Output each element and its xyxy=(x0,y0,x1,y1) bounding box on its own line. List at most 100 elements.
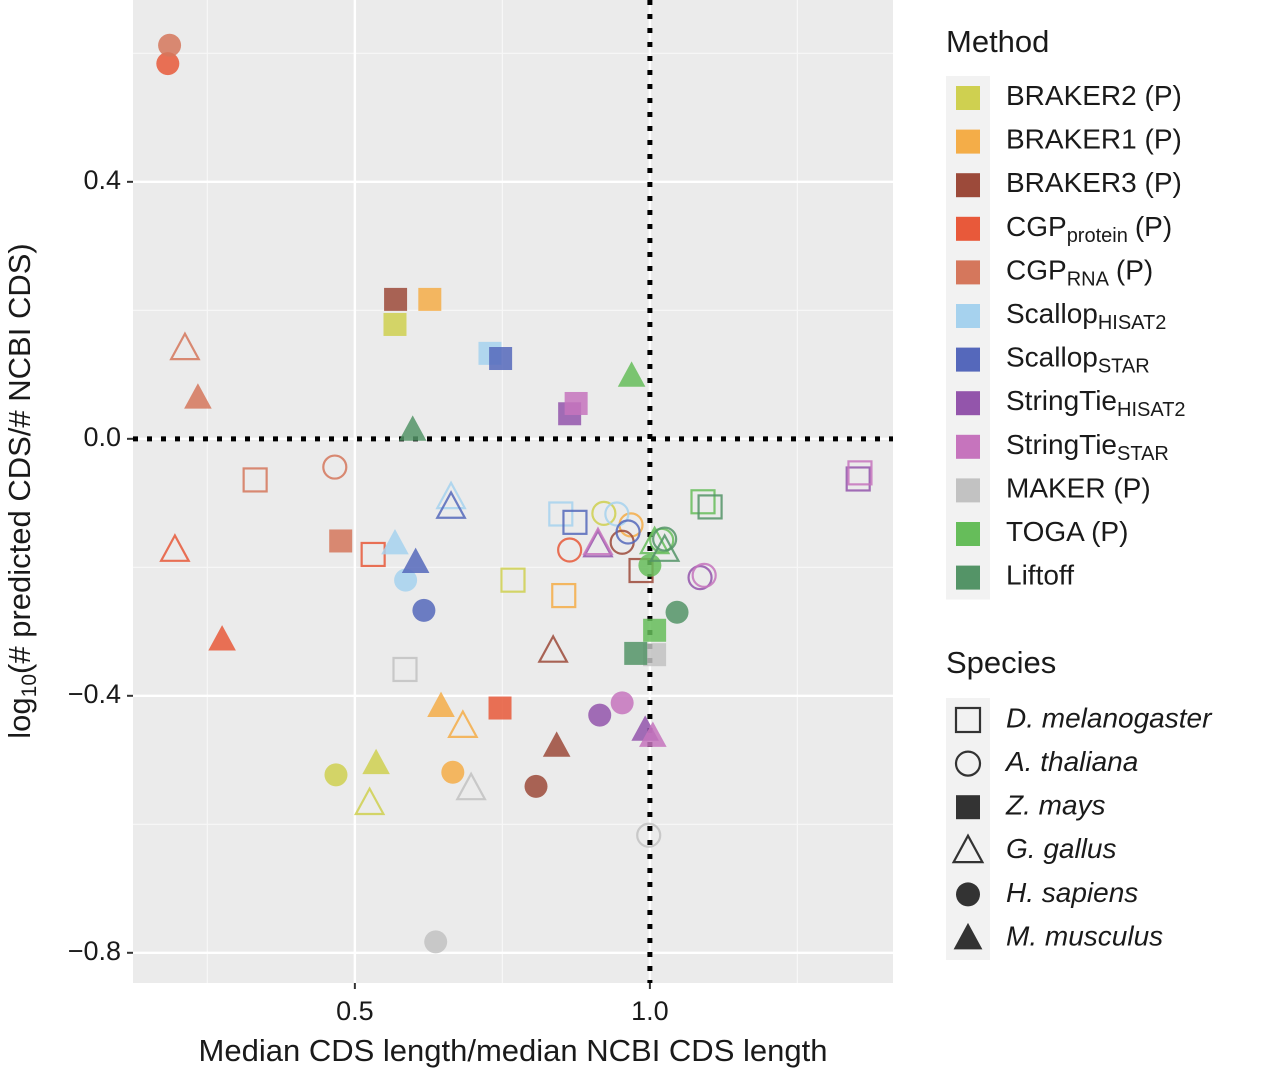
points xyxy=(156,33,873,954)
point xyxy=(643,618,667,642)
legend-key xyxy=(956,565,980,590)
y-axis-title-rest: (# predicted CDS/# NCBI CDS) xyxy=(2,243,37,674)
point xyxy=(847,460,873,486)
legend-label: CGPRNA (P) xyxy=(1006,255,1153,291)
y-tick-label: −0.4 xyxy=(68,679,121,709)
point xyxy=(455,771,487,801)
point xyxy=(324,763,348,787)
legend-label-name: StringTie xyxy=(1006,429,1117,460)
legend-label-name: Scallop xyxy=(1006,298,1098,329)
point xyxy=(412,598,436,622)
point xyxy=(381,529,409,555)
species-label: D. melanogaster xyxy=(1006,702,1213,733)
legend-key xyxy=(956,522,980,546)
x-tick-label: 0.5 xyxy=(336,996,374,1026)
y-axis-title-sub: 10 xyxy=(18,674,41,697)
legend-label-sub: STAR xyxy=(1098,356,1150,378)
legend-label: StringTieSTAR xyxy=(1006,429,1169,465)
point xyxy=(624,641,648,665)
point xyxy=(542,731,571,757)
legend-label-name: Scallop xyxy=(1006,342,1098,373)
species-key xyxy=(954,706,982,734)
legend-key xyxy=(956,129,980,154)
point xyxy=(360,541,386,568)
point xyxy=(691,562,717,588)
point xyxy=(610,691,634,715)
legend-label-name: MAKER (P) xyxy=(1006,473,1151,504)
point xyxy=(591,500,617,526)
legend-label-sub: RNA xyxy=(1067,269,1110,291)
legend-label-name: CGP xyxy=(1006,255,1067,286)
point xyxy=(208,625,236,651)
legend-label-name: Liftoff xyxy=(1006,560,1074,591)
point xyxy=(665,600,689,624)
point xyxy=(394,568,418,592)
y-axis-title: log10(# predicted CDS/# NCBI CDS) xyxy=(2,243,40,738)
point xyxy=(524,774,548,798)
legend-label-sub: STAR xyxy=(1117,443,1169,465)
legend-label: BRAKER1 (P) xyxy=(1006,124,1182,155)
legend-label-suffix: (P) xyxy=(1135,211,1172,242)
species-key xyxy=(954,750,982,777)
point xyxy=(697,494,723,520)
point xyxy=(384,287,408,311)
legend-key xyxy=(956,304,980,328)
legend-label: BRAKER2 (P) xyxy=(1006,80,1182,111)
species-key-background xyxy=(946,698,990,960)
species-key xyxy=(951,833,985,864)
point xyxy=(353,786,386,816)
species-label: G. gallus xyxy=(1006,833,1117,864)
legend-label-name: BRAKER3 (P) xyxy=(1006,168,1182,199)
legend-key-background xyxy=(946,76,990,600)
legend-label: MAKER (P) xyxy=(1006,473,1151,504)
point xyxy=(424,930,448,954)
point xyxy=(447,709,479,738)
point xyxy=(551,582,577,609)
point xyxy=(500,567,526,593)
legend-key xyxy=(956,260,980,285)
point xyxy=(488,696,512,720)
y-tick-label: 0.4 xyxy=(83,165,121,195)
point xyxy=(329,529,353,553)
y-tick-label: 0.0 xyxy=(83,422,121,452)
point xyxy=(427,691,455,717)
point xyxy=(242,467,268,493)
legend-key xyxy=(956,347,980,372)
species-key xyxy=(956,795,980,820)
point xyxy=(489,347,513,371)
point xyxy=(435,480,467,510)
legend-label-name: CGP xyxy=(1006,211,1067,242)
point xyxy=(562,509,588,535)
species-key xyxy=(956,882,980,907)
point xyxy=(564,391,588,415)
legend-key xyxy=(956,391,980,416)
point xyxy=(548,501,574,527)
point xyxy=(617,361,646,387)
legend-title: Method xyxy=(946,24,1049,59)
legend-key xyxy=(956,86,980,110)
legend-label: Liftoff xyxy=(1006,560,1074,591)
legend-label-sub: HISAT2 xyxy=(1098,312,1167,334)
point xyxy=(435,490,467,519)
point xyxy=(362,748,390,775)
point xyxy=(383,312,407,336)
point xyxy=(184,383,212,409)
legend-label-sub: protein xyxy=(1067,225,1128,247)
legend-label-sub: HISAT2 xyxy=(1117,399,1186,421)
point xyxy=(636,822,662,848)
y-axis-title-main: log xyxy=(2,697,37,738)
legend-key xyxy=(956,478,980,503)
legend-label-suffix: (P) xyxy=(1116,255,1153,286)
species-label: M. musculus xyxy=(1006,920,1163,951)
species-label: A. thaliana xyxy=(1004,746,1138,777)
species-label: Z. mays xyxy=(1005,790,1106,821)
reference-lines xyxy=(133,0,893,983)
legend-key xyxy=(956,173,980,198)
point xyxy=(392,656,418,683)
point xyxy=(582,526,614,556)
point xyxy=(401,547,430,574)
y-tick-label: −0.8 xyxy=(68,936,121,966)
point xyxy=(158,33,182,57)
point xyxy=(169,331,201,361)
